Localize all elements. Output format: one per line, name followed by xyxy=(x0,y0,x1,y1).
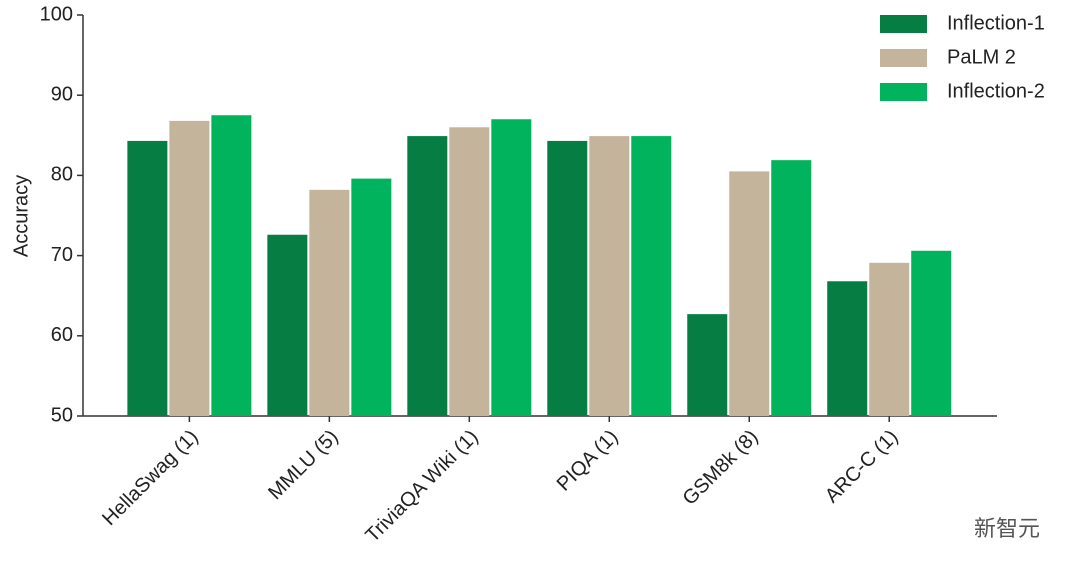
bar xyxy=(729,171,770,416)
x-tick-label: PIQA (1) xyxy=(553,426,623,496)
x-tick-label: HellaSwag (1) xyxy=(98,426,202,530)
bar xyxy=(827,281,868,416)
bar xyxy=(771,160,812,416)
bar xyxy=(547,140,588,416)
bar xyxy=(911,250,952,416)
legend-label: Inflection-1 xyxy=(947,12,1045,34)
y-axis-label: Accuracy xyxy=(10,175,32,257)
watermark: 新智元 xyxy=(974,516,1040,541)
bar xyxy=(169,120,210,416)
bar xyxy=(687,314,728,416)
bar xyxy=(491,119,532,416)
bar xyxy=(869,262,910,416)
bar xyxy=(267,234,308,416)
bar xyxy=(211,115,252,416)
bar xyxy=(449,127,490,416)
legend-label: PaLM 2 xyxy=(947,46,1016,68)
bar xyxy=(407,136,448,417)
bar xyxy=(351,178,392,416)
bar xyxy=(589,136,630,417)
y-tick-label: 60 xyxy=(51,324,73,346)
bar xyxy=(309,189,350,416)
legend-swatch xyxy=(880,83,927,101)
x-tick-label: GSM8k (8) xyxy=(679,426,763,510)
y-tick-label: 90 xyxy=(51,83,73,105)
y-tick-label: 100 xyxy=(40,3,73,25)
x-tick-label: TriviaQA Wiki (1) xyxy=(361,426,482,547)
x-tick-label: MMLU (5) xyxy=(264,426,342,504)
y-tick-label: 70 xyxy=(51,244,73,266)
legend-swatch xyxy=(880,15,927,33)
bar xyxy=(127,140,168,416)
bar xyxy=(631,136,672,417)
y-tick-label: 50 xyxy=(51,404,73,426)
legend-swatch xyxy=(880,49,927,67)
y-tick-label: 80 xyxy=(51,164,73,186)
x-tick-label: ARC-C (1) xyxy=(821,426,903,508)
legend-label: Inflection-2 xyxy=(947,80,1045,102)
